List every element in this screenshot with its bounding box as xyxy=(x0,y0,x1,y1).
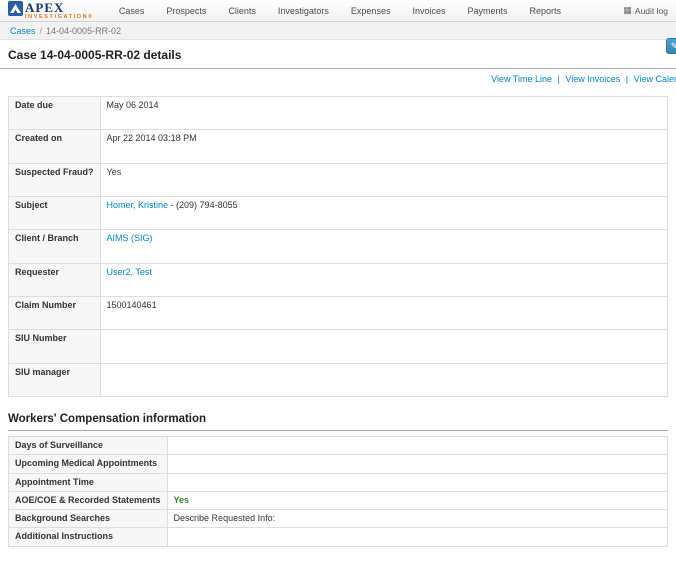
field-label: Client / Branch xyxy=(8,229,101,264)
field-value: AIMS (SIG) xyxy=(99,229,669,264)
requester-link[interactable]: User2, Test xyxy=(106,266,152,277)
table-row: Appointment Time xyxy=(8,472,669,492)
field-label: Created on xyxy=(8,129,101,164)
case-details-left-table: Date due May 06 2014 Created on Apr 22 2… xyxy=(8,95,669,398)
view-links: View Time Line | View Invoices | View Ca… xyxy=(8,69,676,84)
field-value: Apr 22 2014 03:18 PM xyxy=(99,129,669,164)
field-value xyxy=(166,454,669,474)
breadcrumb: Cases / 14-04-0005-RR-02 xyxy=(0,22,676,40)
field-value xyxy=(99,329,669,364)
field-label: Appointment Time xyxy=(8,472,168,492)
main-nav: Cases Prospects Clients Investigators Ex… xyxy=(108,6,572,16)
field-label: Requester xyxy=(8,262,101,298)
main-content: View Time Line | View Invoices | View Ca… xyxy=(0,69,676,573)
breadcrumb-current: 14-04-0005-RR-02 xyxy=(46,25,122,36)
field-value xyxy=(166,527,669,547)
field-value: Yes xyxy=(166,490,669,511)
nav-item-investigators[interactable]: Investigators xyxy=(277,5,329,16)
field-label: AOE/COE & Recorded Statements xyxy=(8,490,168,511)
nav-item-payments[interactable]: Payments xyxy=(467,5,508,16)
field-value: User2, Test xyxy=(99,262,669,298)
field-label: Days of Surveillance xyxy=(8,436,168,456)
field-value: Yes xyxy=(99,162,669,198)
table-row: SIU Number xyxy=(8,329,669,364)
table-row: SIU manager xyxy=(8,362,669,398)
wc-section-header: Workers' Compensation information xyxy=(8,409,668,432)
field-value: Homer, Kristine - (209) 794-8055 xyxy=(99,196,669,231)
view-calendar-link[interactable]: View Calendar xyxy=(633,74,676,84)
audit-log-icon: ▦ xyxy=(623,5,632,15)
wc-section-title: Workers' Compensation information xyxy=(8,413,207,426)
field-label: Upcoming Medical Appointments xyxy=(8,454,168,474)
breadcrumb-separator: / xyxy=(39,25,43,36)
breadcrumb-cases-link[interactable]: Cases xyxy=(10,25,36,36)
table-row: Additional Instructions xyxy=(8,527,669,547)
case-details: Date due May 06 2014 Created on Apr 22 2… xyxy=(8,95,669,398)
subject-link[interactable]: Homer, Kristine xyxy=(106,200,169,211)
edit-case-button[interactable]: ✎ xyxy=(666,38,676,54)
title-bar: Case 14-04-0005-RR-02 details xyxy=(0,40,676,69)
apex-logo-icon xyxy=(8,0,23,16)
table-row: Subject Homer, Kristine - (209) 794-8055 xyxy=(8,196,669,231)
field-label: Suspected Fraud? xyxy=(8,162,101,198)
audit-log-label: Audit log xyxy=(634,5,668,16)
table-row: Days of Surveillance xyxy=(8,436,669,456)
field-value: Describe Requested Info: xyxy=(166,509,669,529)
nav-item-reports[interactable]: Reports xyxy=(529,5,562,16)
table-row: Suspected Fraud? Yes xyxy=(8,162,669,198)
nav-item-expenses[interactable]: Expenses xyxy=(350,5,391,16)
table-row: Created on Apr 22 2014 03:18 PM xyxy=(8,129,669,164)
page-title: Case 14-04-0005-RR-02 details xyxy=(8,48,182,62)
table-row: Upcoming Medical Appointments xyxy=(8,454,669,474)
field-value xyxy=(99,362,669,398)
top-navbar: APEX INVESTIGATION® Cases Prospects Clie… xyxy=(0,0,676,22)
table-row: Date due May 06 2014 xyxy=(8,95,669,131)
field-label: SIU manager xyxy=(8,362,101,398)
view-timeline-link[interactable]: View Time Line xyxy=(491,74,552,84)
nav-item-invoices[interactable]: Invoices xyxy=(412,5,446,16)
table-row: Claim Number 1500140461 xyxy=(8,296,669,331)
table-row: AOE/COE & Recorded Statements Yes xyxy=(8,490,669,511)
field-label: Background Searches xyxy=(8,509,168,529)
field-value: May 06 2014 xyxy=(99,95,669,131)
field-label: Claim Number xyxy=(8,296,101,331)
table-row: Client / Branch AIMS (SIG) xyxy=(8,229,669,264)
brand-name: APEX xyxy=(25,0,65,15)
apex-logo[interactable]: APEX INVESTIGATION® xyxy=(8,0,94,21)
field-label: Additional Instructions xyxy=(8,527,168,547)
table-row: Background Searches Describe Requested I… xyxy=(8,509,669,529)
field-value xyxy=(166,472,669,492)
field-label: SIU Number xyxy=(8,329,101,364)
audit-log-link[interactable]: ▦ Audit log xyxy=(623,5,668,16)
field-label: Subject xyxy=(8,196,101,231)
wc-info-table: Days of Surveillance Upcoming Medical Ap… xyxy=(8,436,669,547)
table-row: Requester User2, Test xyxy=(8,262,669,298)
nav-item-prospects[interactable]: Prospects xyxy=(166,5,207,16)
brand-subtitle: INVESTIGATION® xyxy=(25,13,94,20)
field-value: 1500140461 xyxy=(99,296,669,331)
view-invoices-link[interactable]: View Invoices xyxy=(565,74,621,84)
nav-item-clients[interactable]: Clients xyxy=(228,5,256,16)
field-value xyxy=(166,436,669,456)
nav-item-cases[interactable]: Cases xyxy=(118,5,145,16)
client-branch-link[interactable]: AIMS (SIG) xyxy=(106,233,153,244)
field-label: Date due xyxy=(8,95,101,131)
